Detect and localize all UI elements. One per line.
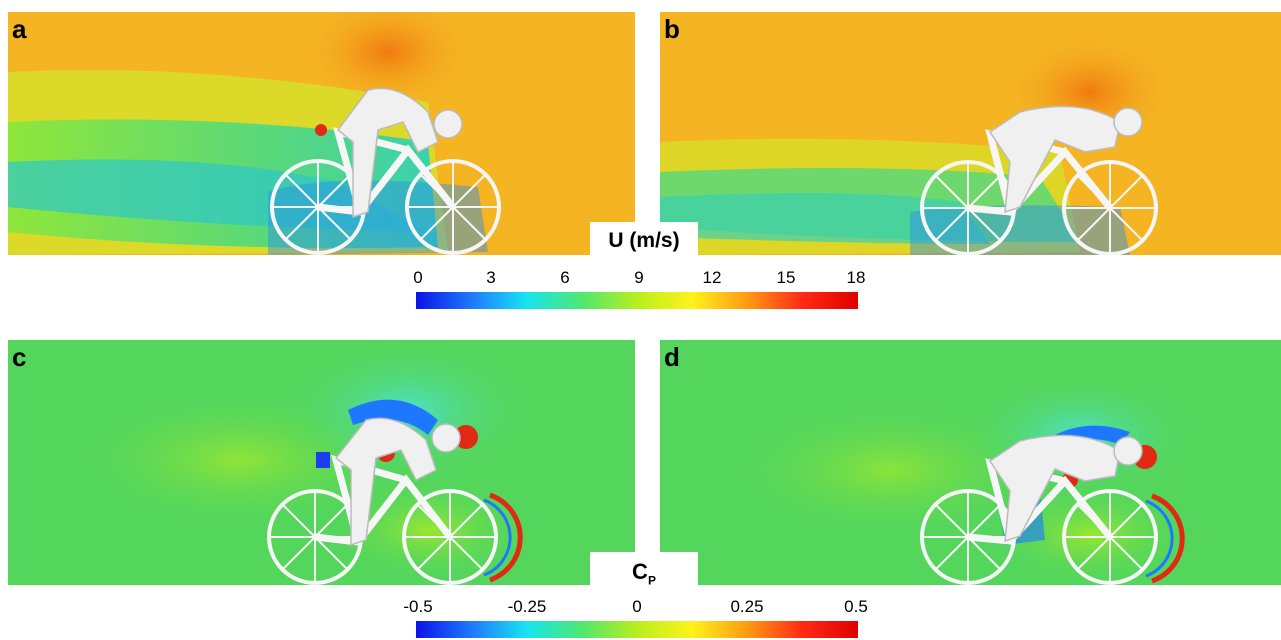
pressure-tick: -0.25 xyxy=(507,597,547,616)
velocity-tick: 9 xyxy=(634,268,644,287)
panel-label-b: b xyxy=(664,14,680,44)
pressure-title-main: C xyxy=(632,559,648,584)
velocity-tick: 18 xyxy=(846,268,866,287)
pressure-title-sub: P xyxy=(647,573,656,588)
panel-c-pressure-field xyxy=(8,340,635,585)
cyclist-model xyxy=(920,434,1158,585)
panel-b-velocity-field xyxy=(660,12,1281,255)
pressure-tick: 0.5 xyxy=(844,597,868,616)
pressure-colorbar xyxy=(416,621,858,638)
pressure-colorbar-title: CP xyxy=(590,552,698,592)
velocity-tick: 0 xyxy=(413,268,423,287)
pressure-tick: 0 xyxy=(632,597,642,616)
cyclist-model xyxy=(920,105,1158,255)
pressure-tick: 0.25 xyxy=(730,597,764,616)
panel-label-d: d xyxy=(664,342,680,372)
cyclist-model xyxy=(267,417,498,585)
panel-label-a: a xyxy=(12,14,27,44)
pressure-tick: -0.5 xyxy=(403,597,433,616)
velocity-tick: 12 xyxy=(702,268,722,287)
velocity-tick: 6 xyxy=(560,268,570,287)
panel-label-c: c xyxy=(12,342,27,372)
cyclist-model xyxy=(270,87,501,255)
velocity-colorbar xyxy=(416,292,858,309)
panel-a-velocity-field xyxy=(8,12,635,255)
panel-d-pressure-field xyxy=(660,340,1281,585)
velocity-tick: 15 xyxy=(776,268,796,287)
velocity-colorbar-title: U (m/s) xyxy=(590,222,698,258)
velocity-tick: 3 xyxy=(486,268,496,287)
